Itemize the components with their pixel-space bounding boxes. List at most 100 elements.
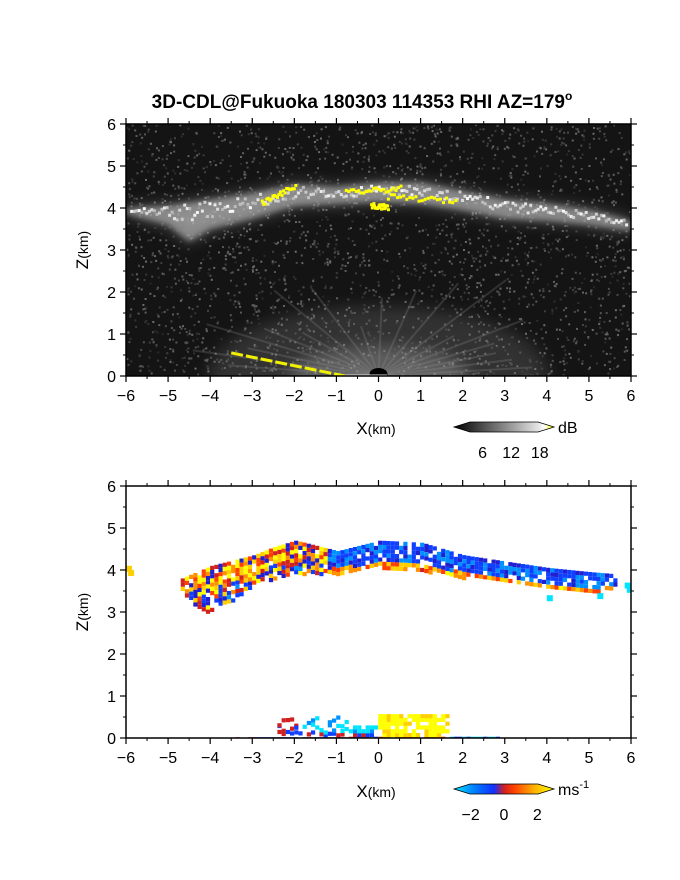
- velocity-ground-pixel: [323, 730, 328, 735]
- cloud-echo-pixel: [226, 204, 230, 208]
- noise-speckle: [497, 273, 500, 276]
- noise-speckle: [456, 143, 459, 146]
- noise-speckle: [421, 292, 424, 295]
- noise-speckle: [186, 260, 188, 263]
- noise-speckle: [424, 263, 427, 266]
- noise-speckle: [405, 143, 408, 146]
- velocity-echo-pixel: [575, 587, 580, 592]
- noise-speckle: [554, 151, 557, 153]
- noise-speckle: [579, 156, 582, 159]
- velocity-echo-pixel: [449, 551, 454, 556]
- noise-speckle: [300, 300, 303, 303]
- noise-speckle: [520, 317, 523, 320]
- velocity-edge-patch: [128, 570, 135, 576]
- cloud-echo-pixel: [180, 217, 184, 221]
- noise-speckle: [252, 266, 254, 269]
- noise-speckle: [544, 249, 547, 252]
- velocity-x-tick-label: −2: [285, 750, 303, 767]
- noise-speckle: [134, 250, 137, 253]
- noise-speckle: [359, 263, 362, 266]
- velocity-echo-pixel: [306, 560, 311, 565]
- velocity-edge-patch: [624, 582, 631, 589]
- velocity-echo-pixel: [273, 576, 278, 581]
- noise-speckle: [350, 287, 353, 290]
- noise-speckle: [560, 143, 563, 146]
- noise-speckle: [577, 288, 580, 290]
- noise-speckle: [473, 260, 476, 263]
- noise-speckle: [487, 304, 490, 307]
- noise-speckle: [155, 158, 158, 161]
- noise-speckle: [573, 286, 576, 289]
- cloud-echo-pixel: [498, 203, 502, 207]
- noise-speckle: [191, 166, 193, 169]
- noise-speckle: [544, 139, 547, 142]
- high-echo-pixel: [280, 193, 284, 197]
- noise-speckle: [439, 152, 441, 155]
- noise-speckle: [513, 156, 516, 159]
- noise-speckle: [173, 144, 176, 147]
- velocity-echo-pixel: [260, 556, 265, 561]
- noise-speckle: [529, 329, 532, 332]
- noise-speckle: [188, 332, 191, 335]
- noise-speckle: [230, 177, 233, 180]
- noise-speckle: [542, 233, 545, 236]
- noise-speckle: [218, 251, 220, 254]
- noise-speckle: [230, 232, 233, 235]
- noise-speckle: [195, 332, 198, 335]
- noise-speckle: [421, 173, 424, 176]
- noise-speckle: [555, 283, 558, 285]
- noise-speckle: [335, 276, 338, 279]
- velocity-echo-pixel: [382, 545, 387, 550]
- noise-speckle: [513, 127, 516, 130]
- noise-speckle: [532, 303, 535, 306]
- noise-speckle: [472, 257, 475, 260]
- noise-speckle: [321, 177, 324, 180]
- velocity-ground-pixel: [432, 729, 437, 734]
- cloud-echo-pixel: [410, 193, 414, 197]
- noise-speckle: [334, 250, 337, 253]
- noise-speckle: [145, 186, 148, 189]
- cloud-echo-pixel: [203, 200, 207, 204]
- noise-speckle: [539, 263, 542, 266]
- velocity-echo-pixel: [428, 549, 433, 554]
- noise-speckle: [263, 254, 266, 257]
- noise-speckle: [292, 275, 295, 278]
- cloud-echo-pixel: [569, 215, 573, 218]
- noise-speckle: [205, 347, 208, 350]
- velocity-echo-pixel: [394, 554, 400, 559]
- noise-speckle: [470, 128, 472, 131]
- noise-speckle: [172, 306, 175, 309]
- noise-speckle: [450, 135, 453, 138]
- noise-speckle: [318, 151, 321, 154]
- velocity-ground-pixel: [445, 721, 450, 726]
- velocity-echo-pixel: [214, 585, 219, 590]
- cloud-echo-pixel: [440, 191, 444, 195]
- cloud-echo-pixel: [216, 207, 220, 211]
- noise-speckle: [527, 255, 530, 258]
- noise-speckle: [608, 337, 611, 340]
- noise-speckle: [530, 293, 533, 296]
- velocity-ground-pixel: [336, 723, 341, 728]
- high-echo-pixel: [399, 184, 403, 188]
- noise-speckle: [244, 327, 247, 330]
- noise-speckle: [574, 127, 577, 130]
- noise-speckle: [438, 224, 441, 227]
- noise-speckle: [580, 167, 583, 170]
- noise-speckle: [313, 204, 316, 207]
- noise-speckle: [468, 238, 471, 241]
- noise-speckle: [459, 186, 462, 189]
- velocity-echo-pixel: [336, 559, 341, 564]
- noise-speckle: [263, 277, 266, 280]
- noise-speckle: [464, 182, 467, 185]
- velocity-ground-pixel: [344, 719, 349, 725]
- noise-speckle: [623, 304, 626, 307]
- noise-speckle: [564, 353, 567, 356]
- velocity-echo-pixel: [218, 593, 223, 598]
- noise-speckle: [246, 246, 249, 249]
- noise-speckle: [178, 263, 181, 266]
- velocity-echo-pixel: [441, 553, 446, 558]
- noise-speckle: [553, 280, 555, 283]
- noise-speckle: [263, 142, 266, 145]
- velocity-echo-pixel: [285, 572, 290, 577]
- noise-speckle: [187, 197, 190, 200]
